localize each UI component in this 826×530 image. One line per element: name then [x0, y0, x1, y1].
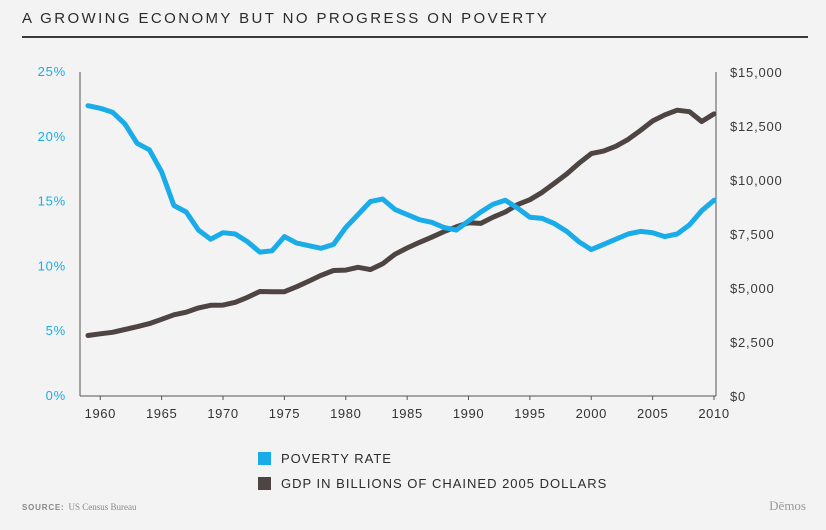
series-line-gdp	[85, 107, 717, 338]
x-tick-label: 1990	[453, 406, 484, 421]
legend-poverty-rate: POVERTY RATE	[258, 451, 392, 466]
y-right-tick-label: $0	[730, 389, 746, 404]
y-left-tick-label: 10%	[38, 258, 66, 273]
legend-swatch-gdp	[258, 477, 271, 490]
title-divider	[22, 36, 808, 38]
legend-swatch-poverty	[258, 452, 271, 465]
y-right-tick-label: $12,500	[730, 119, 783, 134]
x-tick-label: 1980	[330, 406, 361, 421]
y-right-tick-label: $5,000	[730, 281, 775, 296]
legend-label-poverty: POVERTY RATE	[281, 451, 392, 466]
x-tick-label: 2000	[576, 406, 607, 421]
x-tick-label: 1970	[207, 406, 238, 421]
y-right-tick-label: $15,000	[730, 65, 783, 80]
y-right-tick-label: $2,500	[730, 335, 775, 350]
y-left-tick-label: 15%	[38, 194, 66, 209]
x-tick-label: 2010	[698, 406, 729, 421]
chart-title: A GROWING ECONOMY BUT NO PROGRESS ON POV…	[22, 10, 550, 27]
y-left-tick-label: 0%	[46, 388, 66, 403]
legend-gdp: GDP IN BILLIONS OF CHAINED 2005 DOLLARS	[258, 476, 607, 491]
legend-label-gdp: GDP IN BILLIONS OF CHAINED 2005 DOLLARS	[281, 476, 608, 491]
x-tick-label: 1975	[269, 406, 300, 421]
y-right-tick-label: $7,500	[730, 227, 775, 242]
y-right-tick-label: $10,000	[730, 173, 783, 188]
x-tick-label: 1965	[146, 406, 177, 421]
series-line-poverty-rate	[85, 103, 717, 255]
source-value: US Census Bureau	[68, 502, 137, 512]
source-label: SOURCE:	[22, 503, 65, 512]
x-tick-label: 2005	[637, 406, 668, 421]
brand-logo: Dēmos	[769, 498, 806, 513]
y-left-tick-label: 20%	[38, 129, 66, 144]
source-note: SOURCE: US Census Bureau	[22, 502, 137, 512]
y-left-tick-label: 5%	[46, 323, 66, 338]
y-left-tick-label: 25%	[38, 64, 66, 79]
x-tick-label: 1995	[514, 406, 545, 421]
x-tick-label: 1985	[391, 406, 422, 421]
x-tick-label: 1960	[85, 406, 116, 421]
